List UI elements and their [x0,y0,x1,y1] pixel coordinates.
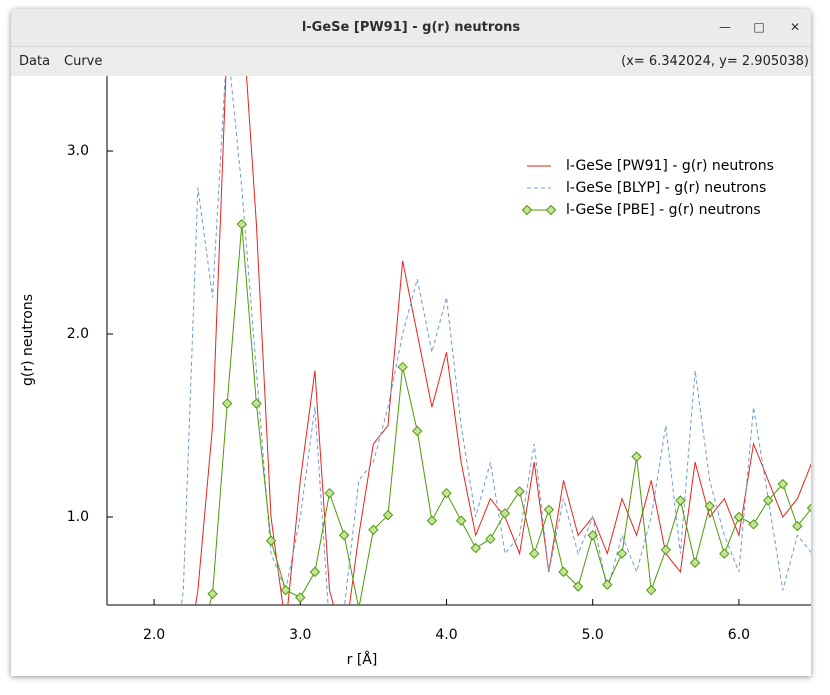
data-marker [572,581,584,592]
data-marker [485,533,496,545]
data-marker [357,603,361,605]
window-title: l-GeSe [PW91] - g(r) neutrons [301,20,521,35]
y-axis-label: g(r) neutrons [20,294,36,386]
data-marker [733,511,745,523]
data-marker [499,508,511,519]
menu-item[interactable]: Data [19,54,51,69]
x-tick-label: 5.0 [582,627,604,643]
x-tick-label: 6.0 [728,627,750,643]
app-window: l-GeSe [PW91] - g(r) neutrons — □ ✕ Data… [11,9,811,676]
data-marker [704,500,715,512]
data-marker [251,398,262,409]
series-line [180,76,811,605]
data-marker [368,524,379,536]
data-marker [470,542,481,554]
data-marker [645,584,657,596]
data-marker [602,579,613,590]
series-line [208,224,811,605]
data-marker [324,487,335,499]
maximize-button[interactable]: □ [753,20,765,34]
close-button[interactable]: ✕ [789,20,801,34]
chart: r [Å] g(r) neutrons 1.0 2.0 3.0 2.0 3.0 4.0 5.… [20,76,811,668]
legend-label: l-GeSe [PBE] - g(r) neutrons [566,202,761,218]
data-marker [280,584,291,596]
data-marker [221,398,233,409]
data-marker [616,548,628,559]
data-marker [631,451,642,462]
x-tick-label: 2.0 [143,627,165,643]
data-marker [777,478,788,490]
data-marker [558,566,569,578]
data-marker [207,588,218,600]
data-marker [660,544,672,556]
data-marker [338,530,350,541]
y-tick-label: 1.0 [67,509,89,525]
data-marker [265,535,277,546]
data-marker [295,592,306,603]
data-marker [412,425,423,437]
data-marker [748,519,759,530]
data-marker [193,641,202,650]
title-bar: l-GeSe [PW91] - g(r) neutrons — □ ✕ [11,9,811,47]
plot-area [180,76,811,650]
data-marker [309,566,321,578]
menu-item[interactable]: Curve [64,54,103,69]
cursor-readout: (x= 6.342024, y= 2.905038) [621,54,809,69]
data-marker [762,495,774,506]
legend-label: l-GeSe [PW91] - g(r) neutrons [566,158,774,174]
data-marker [397,361,408,373]
data-marker [441,487,452,499]
legend-label: l-GeSe [BLYP] - g(r) neutrons [566,180,766,196]
y-tick-label: 3.0 [67,143,89,159]
legend-marker [521,204,533,216]
data-marker [675,495,686,506]
data-marker [587,530,598,541]
minimize-button[interactable]: — [719,20,731,34]
data-marker [529,548,540,559]
legend-marker [545,204,557,216]
data-marker [719,548,730,559]
data-marker [236,219,248,230]
data-marker [514,486,525,497]
data-marker [689,557,701,568]
x-tick-label: 4.0 [435,627,457,643]
data-marker [543,504,555,515]
x-axis-label: r [Å] [347,651,378,668]
menu-bar: Data Curve (x= 6.342024, y= 2.905038) [11,47,811,76]
data-marker [806,503,811,513]
data-marker [382,509,394,521]
data-marker [455,515,467,526]
y-tick-label: 2.0 [67,326,89,342]
data-marker [792,520,803,532]
series-line [195,76,811,605]
data-marker [426,515,438,526]
x-tick-label: 3.0 [289,627,311,643]
